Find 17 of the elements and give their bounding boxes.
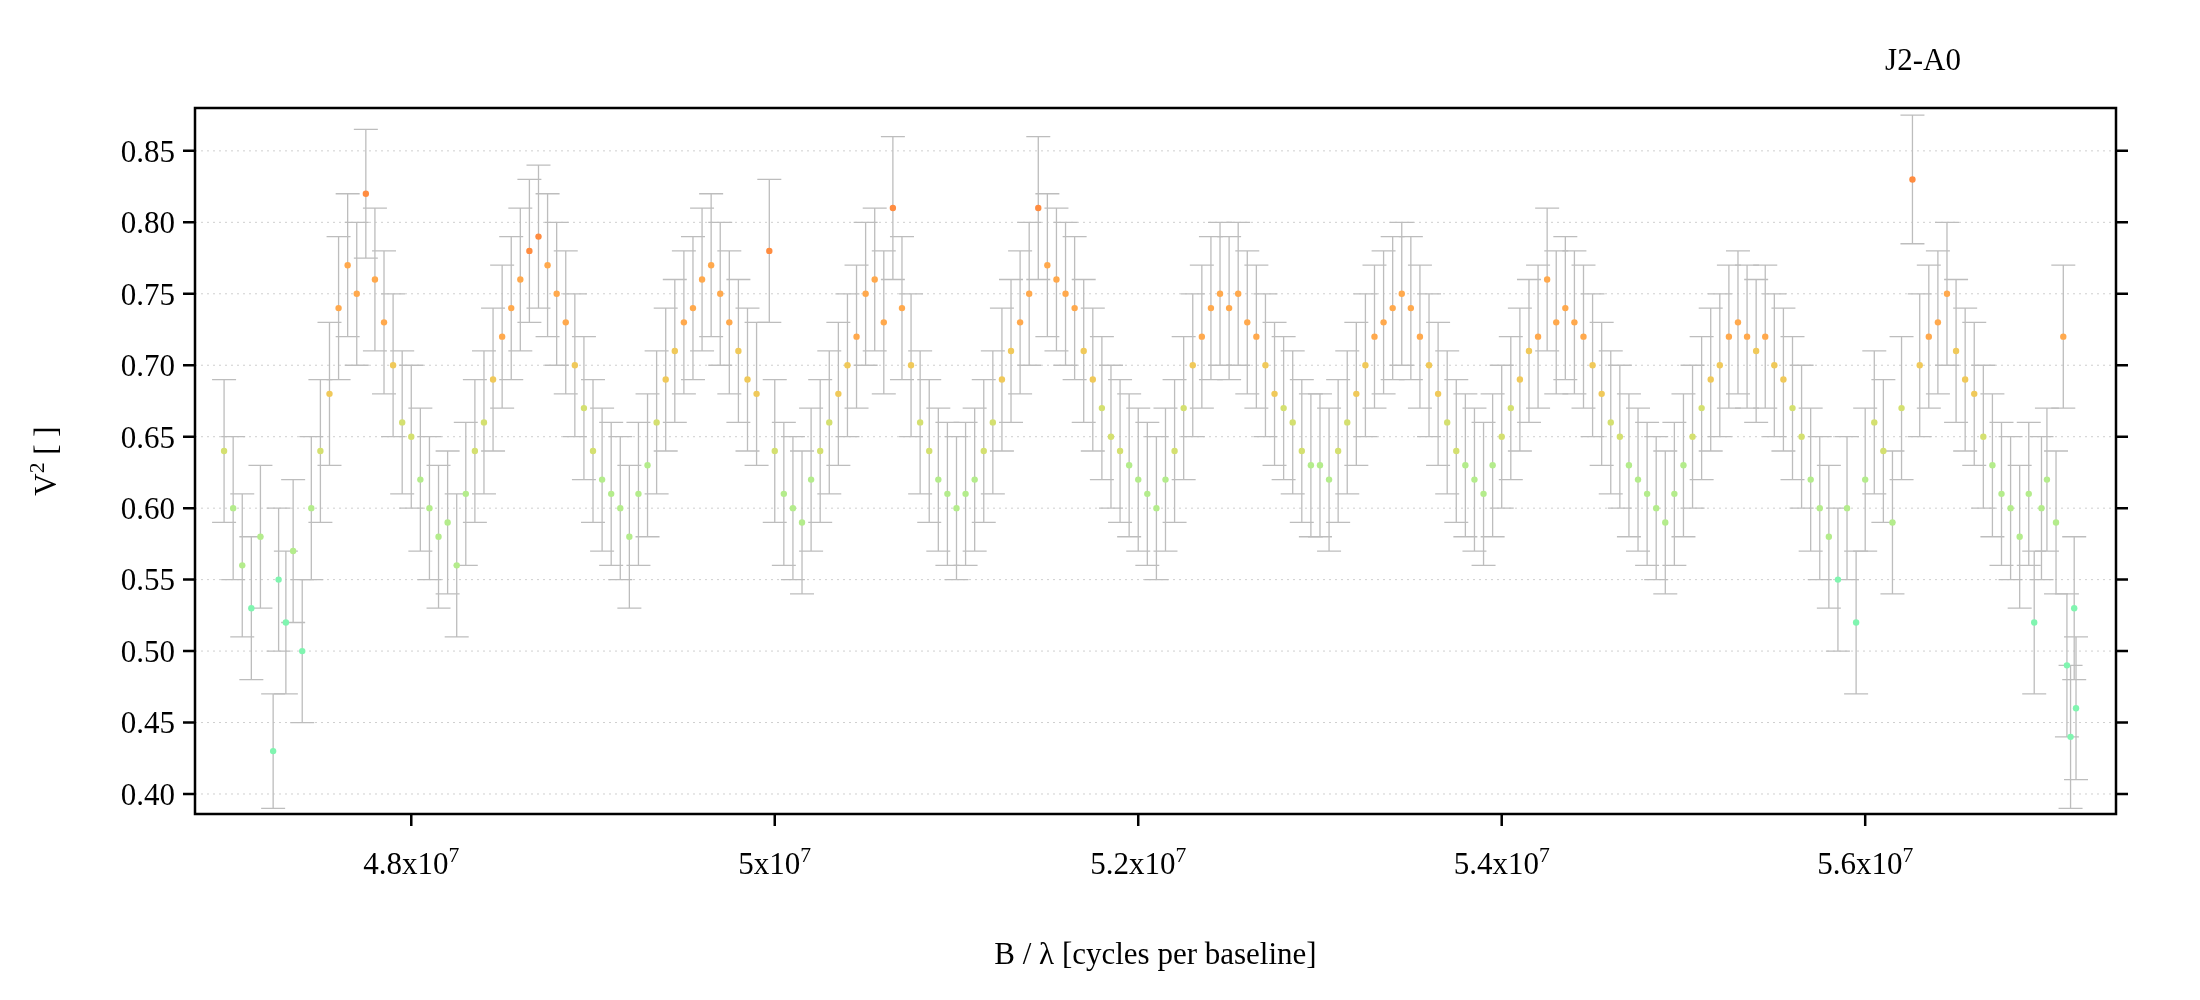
chart-title: J2-A0: [1885, 42, 1961, 77]
y-tick-label: 0.75: [120, 276, 175, 312]
y-tick-label: 0.45: [120, 705, 175, 741]
x-axis-title: B / λ [cycles per baseline]: [994, 936, 1317, 971]
x-tick-label: 5.2x10$^{7}$: [1090, 843, 1187, 881]
y-tick-label: 0.40: [120, 776, 175, 812]
y-tick-label: 0.85: [120, 133, 175, 169]
y-tick-label: 0.80: [120, 205, 175, 241]
x-tick-label: 5.6x10$^{7}$: [1817, 843, 1914, 881]
y-tick-label: 0.55: [120, 562, 175, 598]
y-tick-label: 0.60: [120, 491, 175, 527]
x-tick-label: 5.4x10$^{7}$: [1453, 843, 1550, 881]
y-tick-label: 0.70: [120, 348, 175, 384]
x-tick-label: 5x10$^{7}$: [738, 843, 812, 881]
x-tick-label: 4.8x10$^{7}$: [363, 843, 460, 881]
y-tick-label: 0.65: [120, 419, 175, 455]
y-tick-label: 0.50: [120, 633, 175, 669]
